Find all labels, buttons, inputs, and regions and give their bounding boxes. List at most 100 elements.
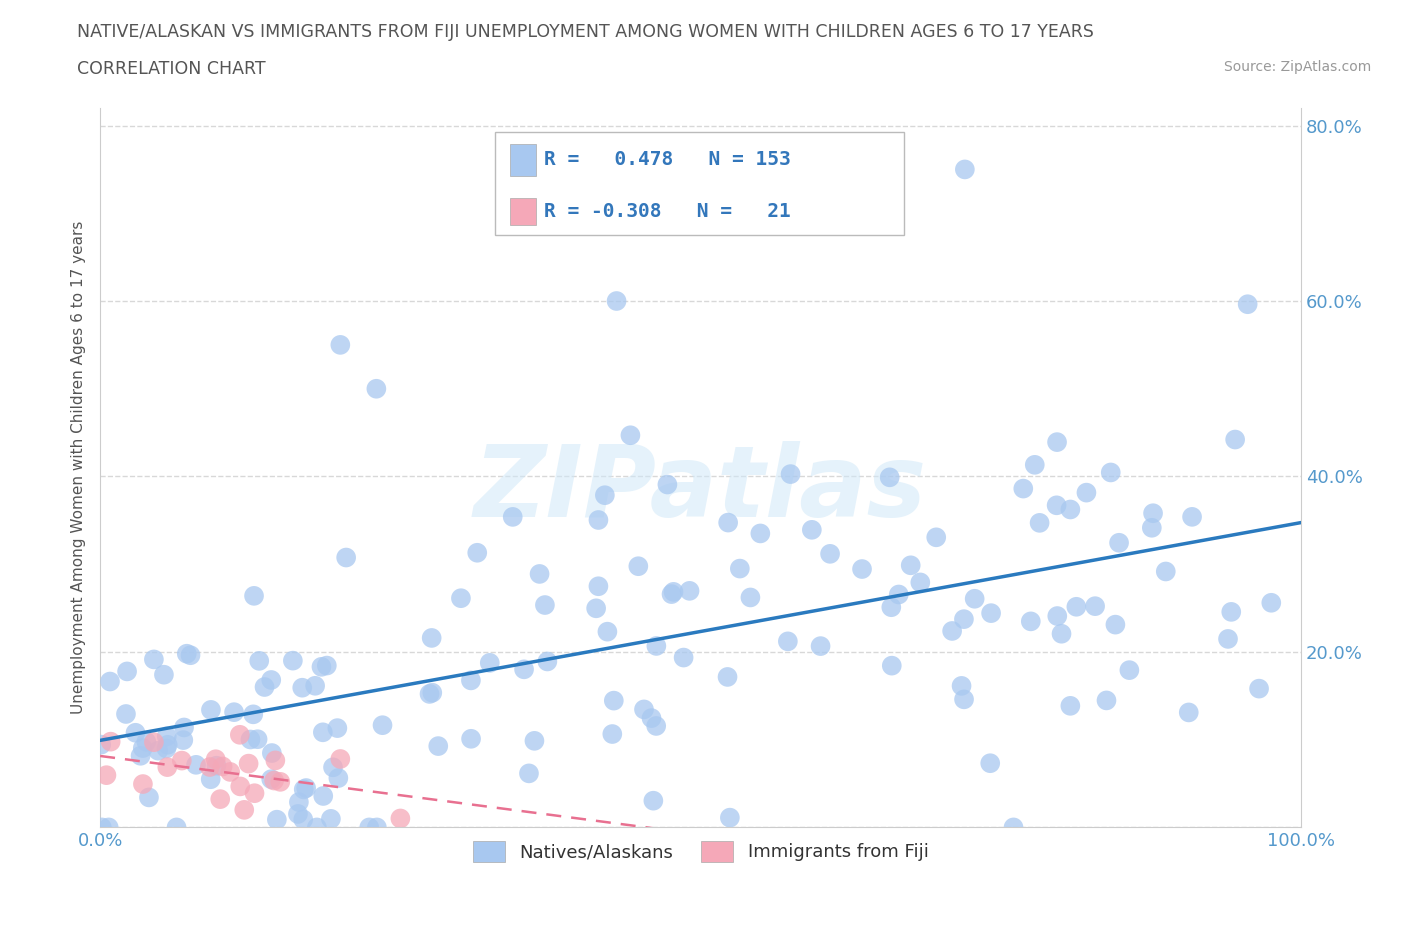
Point xyxy=(1050,626,1073,641)
Point xyxy=(953,162,976,177)
Point xyxy=(1046,608,1069,623)
Point xyxy=(1099,465,1122,480)
Point xyxy=(1059,502,1081,517)
Point xyxy=(90,737,112,752)
Point xyxy=(1220,604,1243,619)
Point xyxy=(1118,663,1140,678)
Point xyxy=(657,477,679,492)
Point xyxy=(749,526,772,541)
Point xyxy=(1059,698,1081,713)
Point xyxy=(292,812,315,827)
Point xyxy=(887,587,910,602)
Point xyxy=(627,559,650,574)
Point xyxy=(179,648,201,663)
Point xyxy=(593,487,616,502)
Point xyxy=(198,760,221,775)
Point xyxy=(260,672,283,687)
Point xyxy=(1024,458,1046,472)
Point xyxy=(155,741,177,756)
Text: R =   0.478   N = 153: R = 0.478 N = 153 xyxy=(544,151,790,169)
Point xyxy=(478,656,501,671)
Point xyxy=(90,820,112,835)
Point xyxy=(211,759,233,774)
Point xyxy=(96,768,118,783)
Point xyxy=(138,790,160,804)
Point xyxy=(465,545,488,560)
Point xyxy=(124,725,146,740)
Point xyxy=(184,757,207,772)
Point xyxy=(953,692,976,707)
Point xyxy=(728,561,751,576)
Text: Source: ZipAtlas.com: Source: ZipAtlas.com xyxy=(1223,60,1371,74)
Point xyxy=(633,702,655,717)
Point xyxy=(523,734,546,749)
Point xyxy=(420,631,443,645)
Point xyxy=(263,773,285,788)
Point xyxy=(1045,498,1067,512)
Point xyxy=(311,659,333,674)
Point xyxy=(661,587,683,602)
Point xyxy=(1177,705,1199,720)
Point xyxy=(156,760,179,775)
Point xyxy=(420,685,443,700)
Point xyxy=(287,806,309,821)
Point xyxy=(312,724,335,739)
Point xyxy=(1066,599,1088,614)
Point xyxy=(596,624,619,639)
Point xyxy=(536,654,558,669)
Point xyxy=(97,820,120,835)
Point xyxy=(800,523,823,538)
Point xyxy=(1076,485,1098,500)
Point xyxy=(288,794,311,809)
Point xyxy=(600,726,623,741)
Point xyxy=(266,812,288,827)
Point xyxy=(115,664,138,679)
Point xyxy=(1019,614,1042,629)
Point xyxy=(640,711,662,725)
Point xyxy=(818,547,841,562)
Point xyxy=(292,782,315,797)
Point xyxy=(315,658,337,673)
Point xyxy=(242,707,264,722)
Point xyxy=(1249,681,1271,696)
Point xyxy=(588,512,610,527)
Point xyxy=(603,693,626,708)
Point xyxy=(643,793,665,808)
Point xyxy=(222,705,245,720)
Point xyxy=(246,732,269,747)
Point xyxy=(1108,536,1130,551)
Point xyxy=(450,591,472,605)
Point xyxy=(776,634,799,649)
Point xyxy=(950,679,973,694)
Point xyxy=(281,653,304,668)
Point xyxy=(173,720,195,735)
Point xyxy=(1140,521,1163,536)
Point xyxy=(941,623,963,638)
Point xyxy=(779,467,801,482)
Legend: Natives/Alaskans, Immigrants from Fiji: Natives/Alaskans, Immigrants from Fiji xyxy=(465,833,936,869)
Y-axis label: Unemployment Among Women with Children Ages 6 to 17 years: Unemployment Among Women with Children A… xyxy=(72,221,86,714)
Point xyxy=(366,820,388,835)
Point xyxy=(135,735,157,750)
Point xyxy=(328,771,350,786)
Point xyxy=(1223,432,1246,447)
Point xyxy=(170,753,193,768)
Point xyxy=(529,566,551,581)
Point xyxy=(1095,693,1118,708)
Point xyxy=(319,811,342,826)
Point xyxy=(502,510,524,525)
Point xyxy=(645,719,668,734)
Point xyxy=(418,686,440,701)
Point xyxy=(371,718,394,733)
Point xyxy=(645,639,668,654)
Point xyxy=(209,791,232,806)
Point xyxy=(900,558,922,573)
Point xyxy=(359,820,381,835)
Point xyxy=(200,772,222,787)
Point xyxy=(239,732,262,747)
Point xyxy=(98,674,121,689)
Point xyxy=(153,667,176,682)
Point xyxy=(672,650,695,665)
Point xyxy=(204,751,226,766)
Point xyxy=(329,751,352,766)
